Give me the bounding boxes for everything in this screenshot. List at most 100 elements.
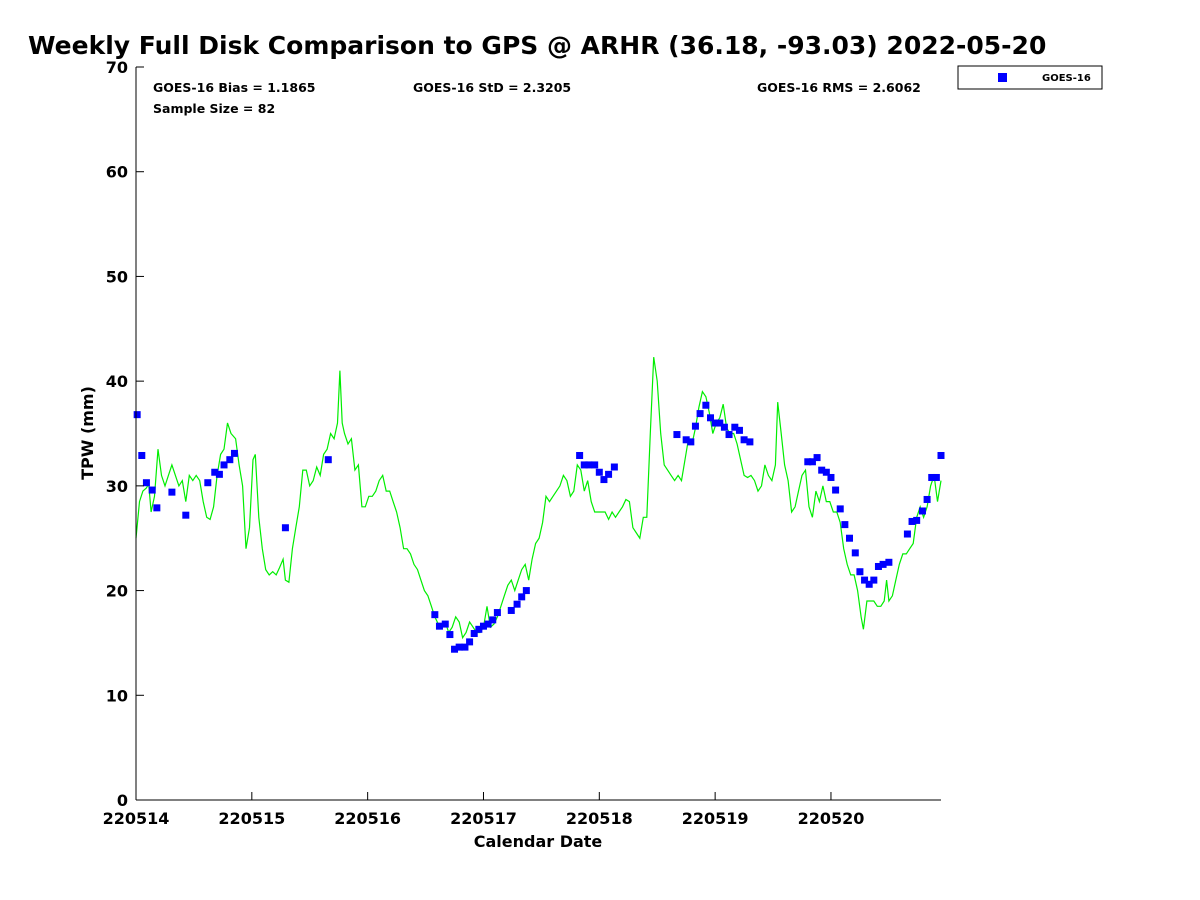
goes16-point (845, 534, 853, 542)
goes16-point (874, 562, 882, 570)
goes16-point (513, 600, 521, 608)
goes-series-layer (133, 401, 945, 653)
goes16-point (493, 609, 501, 617)
goes16-point (211, 468, 219, 476)
goes16-point (832, 486, 840, 494)
goes16-point (168, 488, 176, 496)
goes16-point (142, 479, 150, 487)
rms-stat: GOES-16 RMS = 2.6062 (757, 80, 921, 95)
goes16-point (518, 593, 526, 601)
goes16-point (746, 438, 754, 446)
goes16-point (230, 449, 238, 457)
x-tick-label: 220518 (566, 809, 633, 828)
goes16-point (702, 401, 710, 409)
plot-area (136, 67, 941, 800)
goes16-point (856, 568, 864, 576)
goes16-point (928, 473, 936, 481)
goes16-point (836, 505, 844, 513)
goes16-point (470, 630, 478, 638)
goes16-point (591, 461, 599, 469)
goes16-point (813, 454, 821, 462)
chart-title: Weekly Full Disk Comparison to GPS @ ARH… (28, 31, 1046, 60)
goes16-point (522, 587, 530, 595)
goes16-point (673, 431, 681, 439)
goes16-point (220, 461, 228, 469)
goes16-point (466, 638, 474, 646)
goes16-point (489, 616, 497, 624)
goes16-point (182, 511, 190, 519)
goes16-point (479, 622, 487, 630)
goes16-point (610, 463, 618, 471)
goes16-point (923, 495, 931, 503)
y-tick-label: 70 (106, 58, 128, 77)
goes16-point (711, 419, 719, 427)
x-tick-label: 220516 (334, 809, 401, 828)
goes16-point (605, 470, 613, 478)
goes16-point (918, 507, 926, 515)
goes16-point (576, 451, 584, 459)
y-tick-label: 40 (106, 372, 128, 391)
goes16-point (937, 451, 945, 459)
goes16-point (808, 458, 816, 466)
goes16-point (731, 423, 739, 431)
goes16-point (861, 576, 869, 584)
goes16-point (870, 576, 878, 584)
goes16-point (475, 625, 483, 633)
goes16-point (908, 517, 916, 525)
goes16-point (507, 606, 515, 614)
goes16-point (885, 558, 893, 566)
goes16-point (600, 476, 608, 484)
goes16-point (204, 479, 212, 487)
goes16-point (682, 436, 690, 444)
bias-stat: GOES-16 Bias = 1.1865 (153, 80, 315, 95)
goes16-point (451, 645, 459, 653)
goes16-point (461, 643, 469, 651)
legend-marker-goes16 (998, 73, 1007, 82)
y-tick-label: 20 (106, 582, 128, 601)
legend-label-goes16: GOES-16 (1042, 73, 1091, 84)
x-ticks: 220514 220515 220516 220517 220518 220519 2205… (103, 792, 865, 828)
x-tick-label: 220515 (218, 809, 285, 828)
x-tick-label: 220519 (682, 809, 749, 828)
goes16-point (455, 643, 463, 651)
y-tick-label: 50 (106, 267, 128, 286)
x-tick-label: 220514 (103, 809, 170, 828)
goes16-point (707, 414, 715, 422)
goes16-point (153, 504, 161, 512)
legend: GOES-16 (957, 65, 1103, 90)
goes16-point (716, 419, 724, 427)
goes16-point (740, 436, 748, 444)
gps-line (135, 357, 942, 640)
goes16-point (446, 631, 454, 639)
goes16-point (804, 458, 812, 466)
goes16-point (484, 620, 492, 628)
goes16-point (324, 456, 332, 464)
gps-series-layer (135, 357, 942, 640)
goes16-point (913, 516, 921, 524)
goes16-point (215, 470, 223, 478)
x-tick-label: 220520 (798, 809, 865, 828)
goes16-point (932, 473, 940, 481)
goes16-point (822, 468, 830, 476)
goes16-point (735, 426, 743, 434)
legend-box (957, 65, 1103, 90)
y-ticks: 0 10 20 30 40 50 60 70 (106, 58, 144, 810)
y-tick-label: 0 (117, 791, 128, 810)
y-tick-label: 60 (106, 163, 128, 182)
goes16-point (851, 549, 859, 557)
goes16-point (138, 451, 146, 459)
x-axis-label: Calendar Date (474, 832, 603, 851)
goes16-point (691, 422, 699, 430)
goes16-point (431, 611, 439, 619)
goes16-point (879, 560, 887, 568)
y-tick-label: 10 (106, 686, 128, 705)
x-tick-label: 220517 (450, 809, 517, 828)
y-axis-label: TPW (mm) (78, 386, 97, 480)
goes16-point (133, 411, 141, 419)
sample-size-stat: Sample Size = 82 (153, 101, 275, 116)
goes16-point (865, 580, 873, 588)
goes16-point (148, 486, 156, 494)
goes16-point (435, 622, 443, 630)
goes16-point (580, 461, 588, 469)
